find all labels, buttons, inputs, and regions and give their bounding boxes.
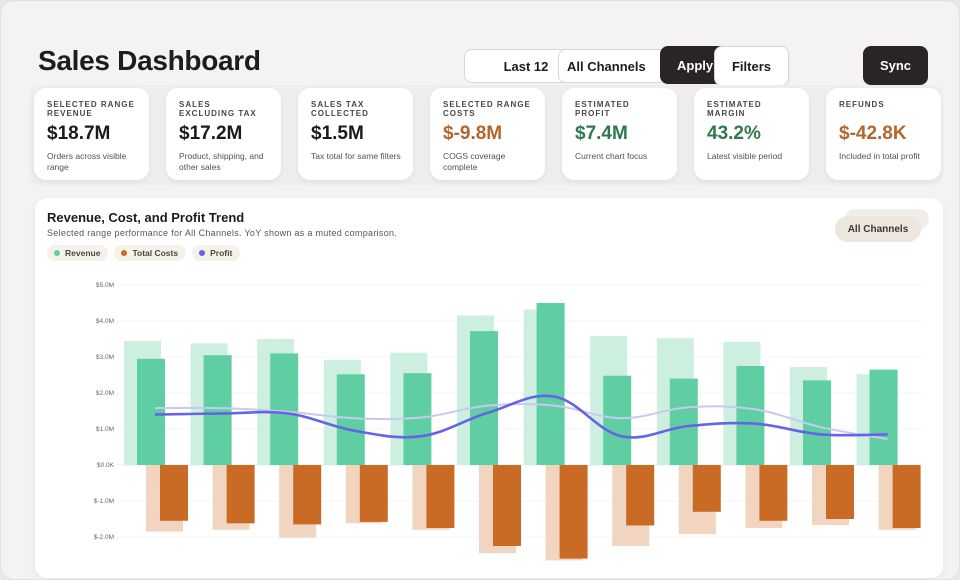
kpi-value: $17.2M — [179, 123, 243, 144]
kpi-card: Selected Range Revenue $18.7M Orders acr… — [34, 88, 149, 180]
chart-title: Revenue, Cost, and Profit Trend — [47, 210, 245, 225]
kpi-note: COGS coverage complete — [443, 151, 506, 172]
legend-label: Total Costs — [132, 248, 179, 258]
sync-button[interactable]: Sync — [863, 46, 928, 85]
kpi-value: $-42.8K — [839, 123, 907, 144]
chart-legend: Revenue Total Costs Profit — [47, 245, 241, 261]
y-tick-label: $0.0K — [97, 462, 115, 469]
legend-item-profit[interactable]: Profit — [192, 245, 241, 261]
y-tick-label: $2.0M — [96, 390, 114, 397]
profit-line — [154, 394, 888, 439]
revenue-bar — [869, 369, 898, 465]
chart-subtitle: Selected range performance for All Chann… — [47, 228, 398, 238]
legend-label: Revenue — [65, 248, 101, 258]
cost-bar — [892, 465, 921, 528]
kpi-label: Refunds — [839, 100, 885, 109]
y-tick-label: $-1.0M — [94, 498, 114, 505]
cost-bar — [226, 465, 255, 524]
kpi-label: Selected Range Costs — [443, 100, 531, 118]
cost-bar — [559, 465, 588, 559]
revenue-bar — [203, 355, 232, 465]
y-tick-label: $5.0M — [96, 282, 114, 289]
revenue-bar — [536, 303, 565, 465]
kpi-label: Sales Tax Collected — [311, 100, 369, 118]
kpi-note: Latest visible period — [707, 151, 783, 161]
revenue-bar — [470, 331, 498, 465]
legend-label: Profit — [210, 248, 233, 258]
kpi-label: Sales Excluding Tax — [179, 100, 257, 118]
channel-chip[interactable]: All Channels — [835, 216, 921, 242]
kpi-card: Refunds $-42.8K Included in total profit — [826, 88, 941, 180]
y-tick-label: $-2.0M — [94, 534, 114, 541]
kpi-value: $18.7M — [47, 123, 111, 144]
kpi-note: Orders across visible range — [47, 151, 127, 172]
kpi-note: Included in total profit — [839, 151, 920, 161]
kpi-card: Estimated Margin 43.2% Latest visible pe… — [694, 88, 809, 180]
filters-button[interactable]: Filters — [714, 46, 789, 86]
trend-chart-card: Revenue, Cost, and Profit Trend Selected… — [35, 198, 943, 578]
cost-bar — [626, 465, 655, 526]
cost-bar — [493, 465, 521, 546]
revenue-dot-icon — [54, 250, 60, 256]
kpi-note: Product, shipping, and other sales — [179, 151, 264, 172]
revenue-bar — [736, 366, 765, 465]
kpi-label: Selected Range Revenue — [47, 100, 135, 118]
cost-bar — [293, 465, 322, 525]
kpi-card: Estimated Profit $7.4M Current chart foc… — [562, 88, 677, 180]
channel-select-button[interactable]: All Channels — [558, 49, 674, 83]
kpi-label: Estimated Margin — [707, 100, 762, 118]
kpi-card: Selected Range Costs $-9.8M COGS coverag… — [430, 88, 545, 180]
page-title: Sales Dashboard — [38, 45, 261, 76]
trend-chart: $5.0M $4.0M $3.0M $2.0M $1.0M $0.0K $-1.0M $-2.… — [94, 282, 923, 561]
kpi-value: $7.4M — [575, 123, 628, 144]
revenue-bar — [603, 375, 632, 465]
y-tick-label: $1.0M — [96, 426, 114, 433]
cost-bar — [160, 465, 188, 521]
cost-bar — [759, 465, 788, 521]
revenue-bar — [336, 374, 365, 465]
cost-bar — [692, 465, 721, 512]
profit-yoy-line — [154, 402, 888, 441]
kpi-value: $1.5M — [311, 123, 364, 144]
revenue-bar — [270, 353, 299, 465]
kpi-card: Sales Tax Collected $1.5M Tax total for … — [298, 88, 413, 180]
kpi-card: Sales Excluding Tax $17.2M Product, ship… — [166, 88, 281, 180]
revenue-bar — [669, 378, 698, 465]
kpi-row: Selected Range Revenue $18.7M Orders acr… — [29, 85, 943, 185]
y-tick-label: $3.0M — [96, 354, 114, 361]
legend-item-total-costs[interactable]: Total Costs — [114, 245, 187, 261]
kpi-label: Estimated Profit — [575, 100, 630, 118]
kpi-note: Current chart focus — [575, 151, 648, 161]
legend-item-revenue[interactable]: Revenue — [47, 245, 109, 261]
cost-bar — [426, 465, 455, 528]
kpi-note: Tax total for same filters — [311, 151, 401, 161]
profit-dot-icon — [199, 250, 206, 256]
revenue-bar — [137, 358, 165, 465]
cost-bar — [359, 465, 388, 522]
y-tick-label: $4.0M — [96, 318, 114, 325]
kpi-value: 43.2% — [707, 123, 761, 144]
cost-dot-icon — [121, 250, 128, 256]
kpi-value: $-9.8M — [443, 123, 503, 144]
cost-bar — [826, 465, 854, 519]
